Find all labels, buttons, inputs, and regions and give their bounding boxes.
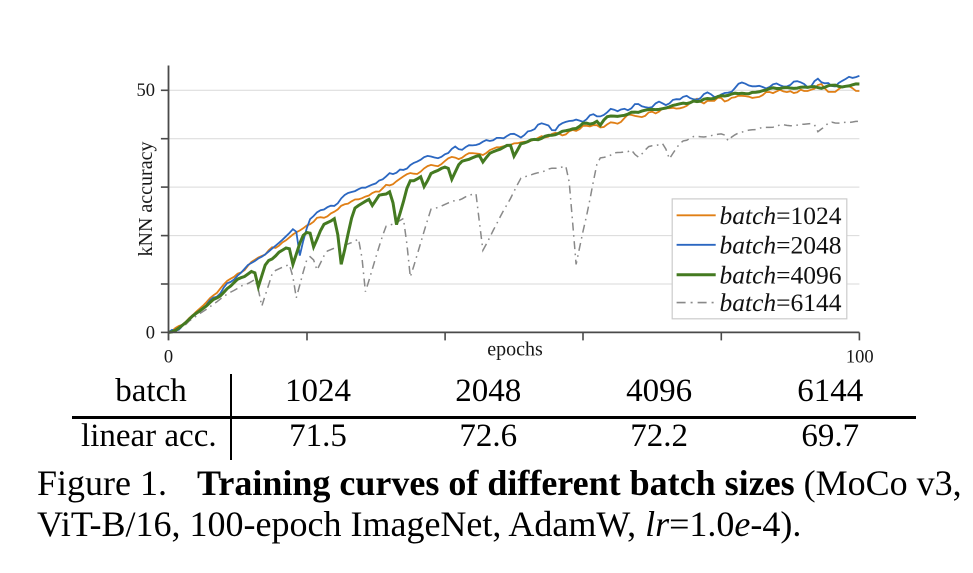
svg-text:100: 100 [846, 348, 874, 368]
svg-text:50: 50 [137, 81, 156, 101]
svg-text:kNN accuracy: kNN accuracy [135, 142, 157, 257]
svg-text:0: 0 [164, 348, 173, 368]
svg-text:batch=6144: batch=6144 [720, 288, 842, 317]
svg-text:batch=1024: batch=1024 [720, 201, 842, 230]
svg-text:batch=4096: batch=4096 [720, 260, 842, 289]
svg-text:epochs: epochs [487, 339, 543, 361]
svg-text:0: 0 [146, 323, 155, 343]
svg-text:batch=2048: batch=2048 [720, 230, 842, 259]
